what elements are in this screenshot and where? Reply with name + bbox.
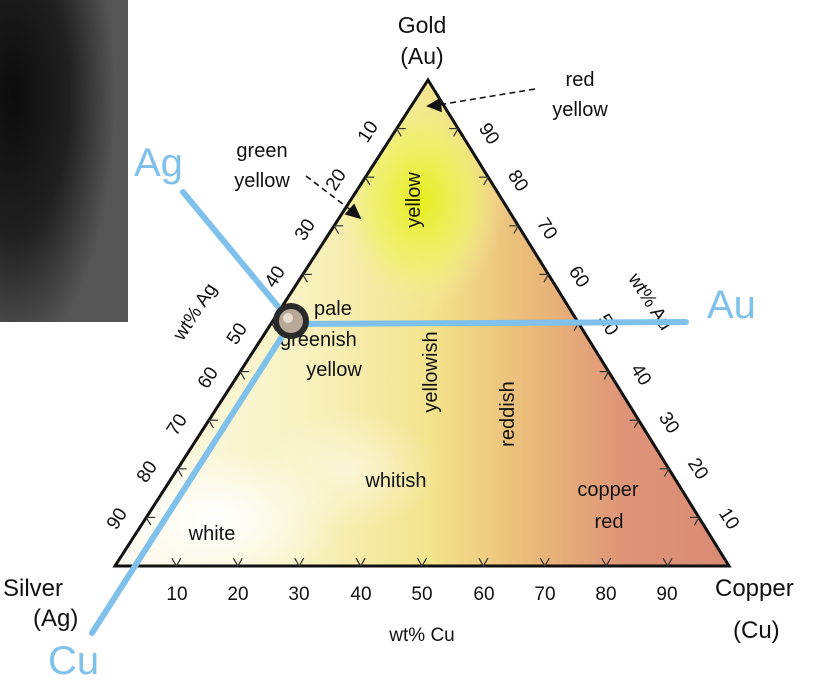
region-label-yellowish: yellowish (420, 331, 442, 412)
axis-title-cu: wt% Cu (388, 625, 454, 646)
tick-label-cu: 60 (473, 584, 494, 605)
tick-label-cu: 80 (595, 584, 616, 605)
tick-label-cu: 10 (166, 584, 187, 605)
overlay-line-au (287, 319, 689, 327)
tick-mark (396, 128, 402, 137)
region-label-reddish: reddish (497, 381, 519, 447)
tick-label-cu: 90 (656, 584, 677, 605)
region-label-red-yellow: yellow (552, 99, 608, 121)
vertex-silver-symbol: (Ag) (33, 605, 78, 632)
tick-label-au: 90 (474, 119, 503, 148)
tick-mark (544, 557, 550, 567)
tick-mark (302, 274, 308, 283)
tick-mark (453, 128, 459, 137)
tick-mark (693, 517, 700, 526)
vertex-gold-name: Gold (398, 12, 447, 38)
tick-mark (298, 557, 305, 567)
vertex-gold-symbol: (Au) (400, 43, 443, 69)
region-label-pale: pale (314, 298, 352, 320)
arrow-red-yellow (437, 88, 536, 106)
overlay-label-ag: Ag (134, 141, 183, 185)
tick-mark (482, 557, 489, 567)
arrowhead-red-yellow (426, 97, 442, 113)
tick-label-au: 30 (654, 408, 683, 437)
tick-mark (416, 557, 423, 567)
region-labels: yellow yellowish reddish whitish white p… (188, 69, 639, 545)
tick-mark (360, 557, 366, 567)
tick-label-ag: 60 (194, 363, 223, 392)
axis-title-ag: wt% Ag (169, 280, 222, 345)
tick-label-ag: 30 (291, 215, 320, 244)
vertex-silver-name: Silver (3, 575, 63, 602)
region-label-pale-yellow: yellow (306, 359, 362, 381)
tick-label-cu: 50 (411, 584, 432, 605)
tick-labels-cu: 10 20 30 40 50 60 70 80 90 (166, 584, 677, 605)
tick-mark (208, 419, 214, 429)
tick-mark (237, 557, 243, 567)
region-label-green: green (236, 140, 287, 162)
tick-mark (603, 371, 610, 380)
tick-label-cu: 40 (350, 584, 371, 605)
vertex-copper-name: Copper (715, 575, 794, 602)
tick-mark (663, 468, 670, 477)
region-label-copper-red: red (595, 511, 624, 533)
sample-marker (273, 303, 309, 339)
tick-label-au: 20 (683, 454, 712, 483)
tick-mark (539, 557, 546, 567)
region-label-whitish: whitish (364, 470, 426, 492)
tick-label-au: 80 (503, 166, 532, 195)
tick-mark (421, 557, 428, 567)
region-label-red: red (566, 69, 595, 91)
tick-mark (605, 557, 612, 567)
tick-label-ag: 20 (322, 165, 351, 194)
tick-label-ag: 80 (133, 457, 162, 486)
tick-label-ag: 70 (163, 410, 192, 439)
tick-mark (364, 176, 371, 186)
tick-mark (662, 557, 669, 567)
overlay-label-au: Au (707, 283, 756, 327)
tick-label-au: 70 (532, 214, 561, 243)
arrowhead-green-yellow (344, 203, 362, 220)
tick-mark (355, 557, 362, 567)
tick-mark (483, 176, 489, 186)
tick-mark (633, 419, 640, 429)
tick-label-cu: 30 (288, 584, 309, 605)
tick-mark (232, 557, 239, 567)
tick-mark (333, 225, 340, 234)
tick-label-ag: 50 (223, 319, 252, 348)
overlay-label-cu: Cu (48, 639, 99, 678)
tick-label-cu: 70 (534, 584, 555, 605)
overlay-line-ag (180, 189, 293, 324)
region-label-green-yellow: yellow (234, 170, 290, 192)
tick-mark (513, 225, 519, 234)
region-label-copper: copper (577, 479, 638, 501)
tick-mark (543, 274, 549, 283)
tick-label-au: 60 (564, 262, 593, 291)
tick-mark (145, 517, 152, 526)
tick-mark (294, 557, 300, 567)
pointer-arrows (305, 88, 536, 220)
region-label-white: white (188, 523, 236, 545)
photo-background (0, 0, 128, 322)
tick-mark (667, 557, 673, 567)
overlay-line-cu (89, 321, 293, 636)
tick-mark (601, 557, 607, 567)
tick-mark (177, 468, 183, 477)
tick-mark (478, 557, 484, 567)
tick-mark (171, 557, 177, 567)
vertex-copper-symbol: (Cu) (733, 617, 780, 644)
tick-label-au: 10 (714, 504, 743, 533)
tick-label-au: 40 (626, 360, 655, 389)
tick-label-ag: 10 (354, 117, 383, 146)
tick-mark (175, 557, 182, 567)
tick-label-cu: 20 (227, 584, 248, 605)
tick-label-ag: 90 (103, 504, 132, 533)
region-label-yellow: yellow (403, 172, 425, 228)
tick-mark (239, 371, 246, 380)
composition-overlay (89, 189, 689, 636)
